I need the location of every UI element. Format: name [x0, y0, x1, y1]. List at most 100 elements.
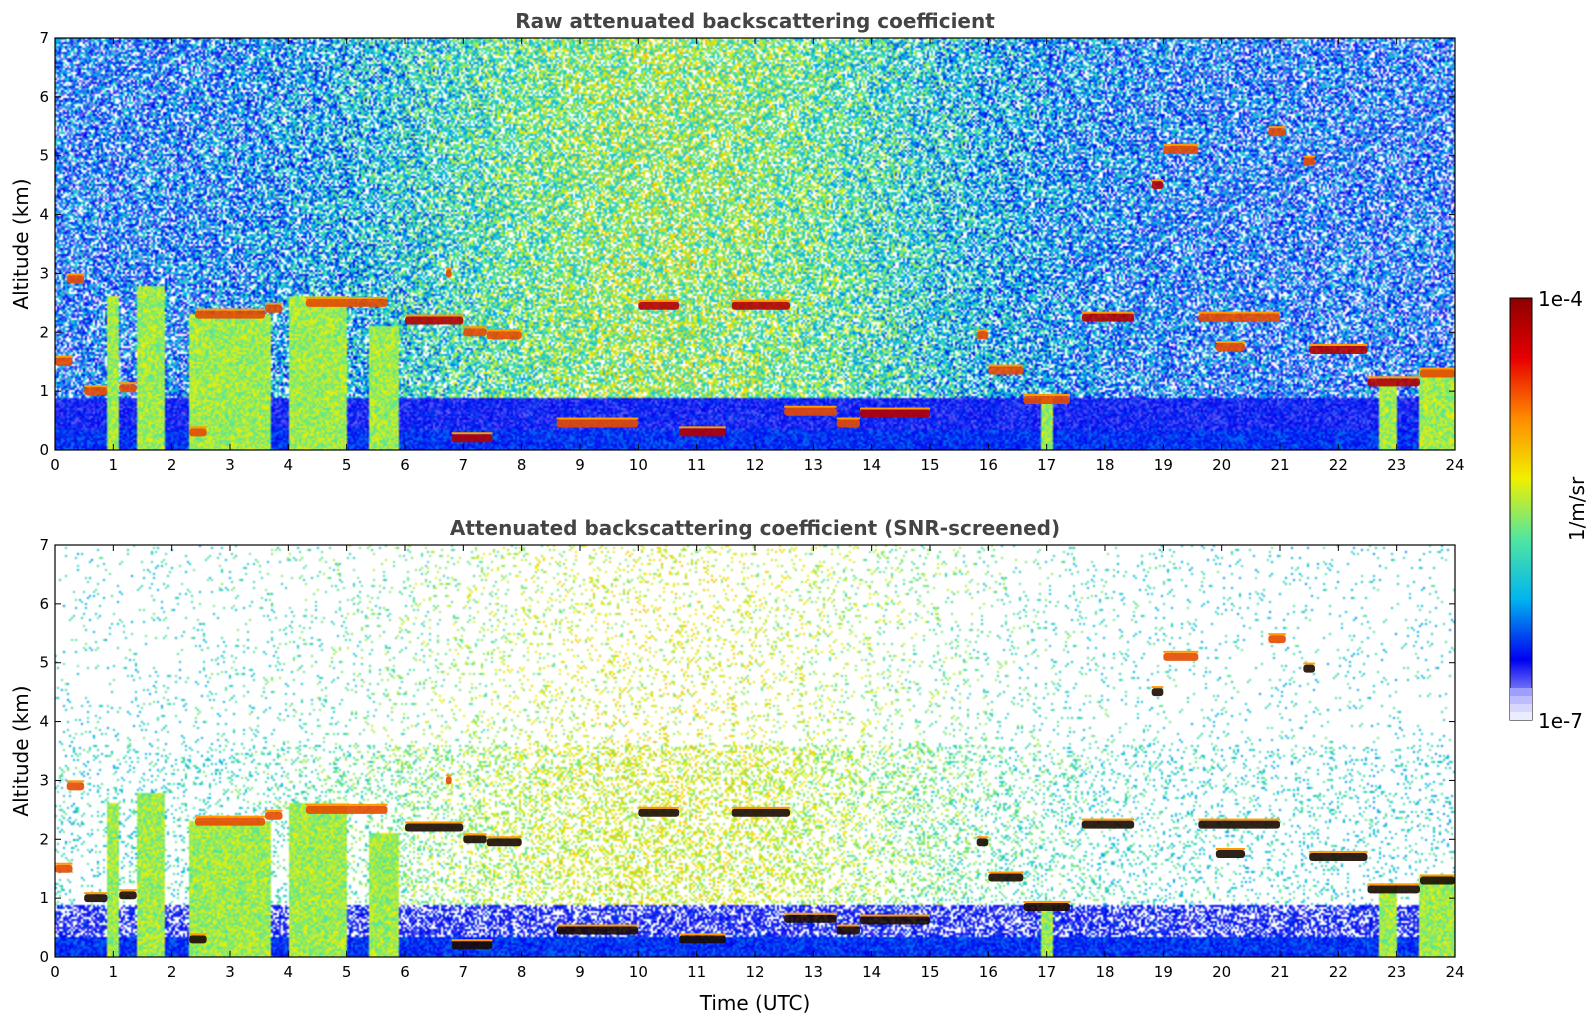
cloud-layer	[836, 926, 860, 935]
x-tick-label: 14	[862, 963, 881, 981]
x-tick-label: 14	[862, 456, 881, 474]
cloud-layer	[1081, 820, 1135, 829]
cloud-layer-edge	[784, 405, 837, 408]
colorbar-bands	[1510, 688, 1532, 720]
x-tick-label: 4	[284, 456, 294, 474]
y-tick-label: 6	[39, 595, 49, 613]
cloud-layer-edge	[1163, 143, 1199, 146]
colorbar-band	[1510, 688, 1532, 696]
y-tick-label: 2	[39, 323, 49, 341]
x-tick-label: 12	[745, 963, 764, 981]
cloud-layer-edge	[486, 329, 522, 332]
cloud-layer	[1367, 378, 1420, 387]
cloud-layer-edge	[1081, 311, 1135, 314]
x-tick-label: 3	[225, 456, 235, 474]
cloud-layer-edge	[189, 426, 207, 429]
cloud-layer	[463, 328, 487, 337]
cloud-layer-edge	[189, 933, 207, 936]
panel-screened: Attenuated backscattering coefficient (S…	[9, 516, 1465, 1015]
cloud-layer-edge	[1268, 126, 1286, 129]
cloud-layer-edge	[860, 914, 930, 917]
cloud-layer-edge	[1081, 818, 1135, 821]
cloud-layer-edge	[1420, 367, 1455, 370]
cloud-layer-edge	[988, 364, 1024, 367]
cloud-layer	[1198, 820, 1280, 829]
x-tick-label: 18	[1095, 963, 1114, 981]
cloud-layer	[55, 357, 73, 366]
cloud-layer-edge	[638, 299, 680, 302]
y-tick-label: 1	[39, 382, 49, 400]
cloud-layer-edge	[1215, 341, 1245, 343]
cloud-layer-edge	[976, 836, 989, 839]
colorbar-band	[1510, 696, 1532, 704]
x-tick-label: 7	[459, 963, 469, 981]
cloud-layer	[1268, 128, 1286, 137]
y-tick-label: 7	[39, 536, 49, 554]
cloud-layer	[784, 914, 837, 923]
y-tick-label: 1	[39, 889, 49, 907]
panel-raw-ylabel: Altitude (km)	[9, 178, 33, 309]
x-tick-label: 22	[1329, 456, 1348, 474]
x-tick-label: 7	[459, 456, 469, 474]
x-tick-label: 15	[920, 456, 939, 474]
cloud-layer-edge	[1151, 179, 1164, 182]
panel-raw-y-ticks: 0 1 2 3 4 5 6 7	[39, 29, 1455, 459]
cloud-layer	[1309, 345, 1368, 354]
x-tick-label: 5	[342, 456, 352, 474]
cloud-layer	[486, 331, 522, 340]
panel-screened-heatmap	[55, 545, 1455, 957]
cloud-layer	[1081, 313, 1135, 322]
y-tick-label: 0	[39, 948, 49, 966]
cloud-layer-edge	[1268, 633, 1286, 636]
cloud-layer	[1151, 688, 1164, 697]
x-tick-label: 10	[629, 963, 648, 981]
cloud-layer-edge	[679, 426, 726, 429]
cloud-layer-edge	[451, 432, 493, 435]
cloud-layer-edge	[1303, 662, 1315, 665]
cloud-layer	[265, 304, 283, 313]
x-tick-label: 17	[1037, 456, 1056, 474]
cloud-layer-edge	[1367, 376, 1420, 379]
cloud-layer	[1198, 313, 1280, 322]
cloud-layer	[189, 428, 207, 437]
cloud-layer	[195, 817, 265, 826]
x-tick-label: 13	[804, 456, 823, 474]
panel-screened-title: Attenuated backscattering coefficient (S…	[450, 516, 1060, 540]
cloud-layer	[1215, 850, 1245, 858]
cloud-layer-edge	[84, 385, 108, 388]
x-tick-label: 2	[167, 963, 177, 981]
colorbar-max-label: 1e-4	[1538, 287, 1583, 311]
cloud-layer-edge	[1151, 686, 1164, 689]
colorbar-band	[1510, 712, 1532, 720]
cloud-layer	[1215, 343, 1245, 351]
cloud-layer-edge	[463, 326, 487, 329]
cloud-layer	[1023, 395, 1070, 404]
cloud-layer	[976, 838, 989, 847]
x-tick-label: 5	[342, 963, 352, 981]
cloud-layer	[486, 838, 522, 847]
x-tick-label: 1	[109, 963, 119, 981]
x-tick-label: 24	[1445, 963, 1464, 981]
cloud-layer-edge	[445, 267, 452, 270]
cloud-layer-edge	[784, 912, 837, 915]
cloud-layer-edge	[195, 815, 265, 818]
cloud-layer	[731, 808, 790, 817]
cloud-layer-edge	[486, 836, 522, 839]
x-tick-label: 9	[575, 456, 585, 474]
cloud-layer-edge	[1215, 848, 1245, 850]
cloud-layer	[638, 301, 680, 310]
panel-screened-y-ticks: 0 1 2 3 4 5 6 7	[39, 536, 1455, 966]
cloud-layer	[84, 894, 108, 903]
cloud-layer	[679, 935, 726, 944]
y-tick-label: 3	[39, 264, 49, 282]
cloud-layer-edge	[265, 809, 283, 812]
cloud-layer-edge	[556, 924, 639, 927]
cloud-layer-edge	[1198, 818, 1280, 821]
cloud-layer	[405, 823, 464, 832]
x-tick-label: 23	[1387, 456, 1406, 474]
cloud-layer	[463, 835, 487, 844]
panel-raw-heatmap-image	[55, 38, 1455, 450]
x-tick-label: 12	[745, 456, 764, 474]
cloud-layer-edge	[1303, 155, 1315, 158]
cloud-layer	[1163, 652, 1199, 661]
